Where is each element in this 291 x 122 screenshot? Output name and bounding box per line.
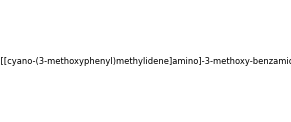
Text: N-[[cyano-(3-methoxyphenyl)methylidene]amino]-3-methoxy-benzamide: N-[[cyano-(3-methoxyphenyl)methylidene]a… [0, 56, 291, 66]
